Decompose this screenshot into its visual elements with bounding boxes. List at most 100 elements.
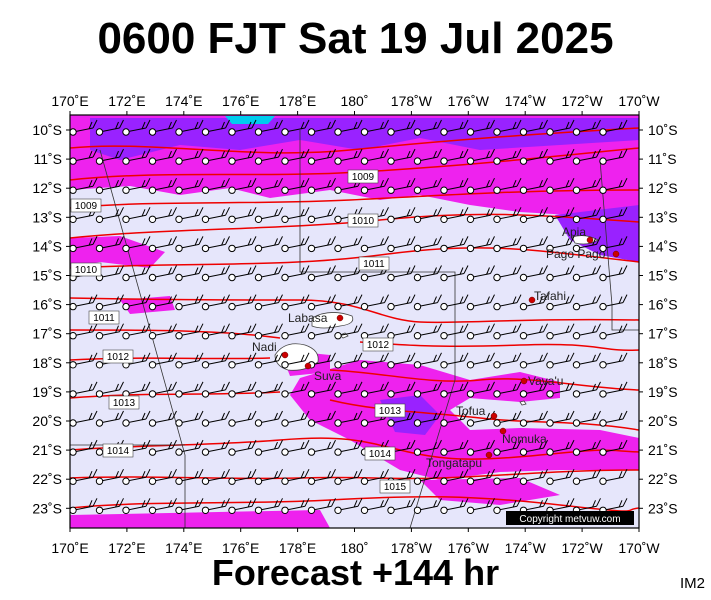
lat-label-right: 17˚S [648, 326, 678, 342]
wind-barb [201, 352, 230, 369]
wind-barb [122, 207, 151, 224]
lat-label-right: 16˚S [648, 297, 678, 313]
wind-barb [175, 119, 204, 136]
wind-barb [493, 468, 522, 485]
wind-barb [70, 236, 98, 253]
wind-barb [254, 207, 283, 224]
wind-barb [175, 323, 204, 340]
wind-barb [95, 468, 124, 485]
wind-barb [519, 119, 548, 136]
wind-barb [519, 207, 548, 224]
isobar-label-box [347, 213, 379, 228]
wind-barb [493, 207, 522, 224]
isobar-label-box [88, 310, 120, 325]
isobar-label-box [362, 337, 394, 352]
wind-barb [387, 381, 416, 398]
place-label: Nomuka [502, 432, 547, 446]
wind-barb [281, 498, 310, 514]
place-label: Apia [562, 225, 586, 239]
wind-barb [95, 381, 124, 398]
place-marker [485, 451, 493, 459]
wind-barb [122, 381, 151, 398]
wind-barb [546, 410, 575, 427]
wind-barb [281, 294, 310, 311]
wind-barb [70, 352, 98, 369]
lon-label-top: 176˚W [448, 93, 490, 109]
wind-barb [413, 119, 442, 136]
wind-barb [281, 177, 310, 194]
wind-barb [493, 294, 522, 311]
wind-barb [360, 352, 389, 369]
wind-barb [360, 148, 389, 165]
wind-barb [599, 148, 628, 165]
wind-barb [122, 265, 151, 282]
lon-label-bottom: 180˚ [340, 540, 368, 556]
isobar-label: 1014 [107, 446, 130, 457]
wind-barb [70, 177, 98, 194]
wind-barb [440, 294, 469, 311]
wind-barb [122, 468, 151, 485]
wind-barb [70, 148, 98, 165]
wind-barb [572, 265, 601, 282]
wind-barb [254, 294, 283, 311]
wind-barb [572, 207, 601, 224]
isobar-labels: 1009 1009 1010 1010 1011 1011 1012 1012 1013 1013… [70, 169, 411, 494]
isobar-line [70, 247, 639, 269]
wind-barb [254, 468, 283, 485]
wind-barb [440, 468, 469, 485]
wind-barb [201, 381, 230, 398]
place-labels: Apia Pago Pago Tafahi Labasa Nadi Suva Vava'u T… [252, 225, 620, 470]
wind-barb [440, 439, 469, 456]
lon-label-bottom: 176˚E [222, 540, 259, 556]
wind-barb [281, 323, 310, 340]
wind-barb [228, 148, 257, 165]
lat-label-left: 10˚S [32, 122, 62, 138]
wind-barb [360, 498, 389, 514]
wind-barb [466, 323, 495, 340]
wind-barb [413, 410, 442, 427]
wind-barb [281, 410, 310, 427]
place-label: Tongatapu [426, 456, 482, 470]
wind-barb [572, 294, 601, 311]
wind-barb [360, 177, 389, 194]
lat-label-left: 14˚S [32, 238, 62, 254]
wind-barb [228, 323, 257, 340]
wind-barb [175, 177, 204, 194]
wind-barb [122, 236, 151, 253]
copyright-text: Copyright metvuw.com [519, 514, 620, 525]
lat-label-left: 20˚S [32, 413, 62, 429]
isobar-line [70, 213, 639, 239]
wind-barb [546, 265, 575, 282]
wind-barb [201, 236, 230, 253]
wind-barb [572, 381, 601, 398]
wind-barb [201, 498, 230, 514]
wind-barb [413, 498, 442, 514]
wind-barb [228, 410, 257, 427]
isobar-label: 1011 [93, 313, 115, 324]
wind-barb [122, 119, 151, 136]
wind-barb [599, 410, 628, 427]
wind-barb [440, 381, 469, 398]
wind-barb [519, 294, 548, 311]
wind-barb [360, 119, 389, 136]
wind-barb [334, 439, 363, 456]
wind-barb [599, 119, 628, 136]
wind-barb [148, 148, 177, 165]
wind-barb [70, 410, 98, 427]
place-label: Pago Pago [546, 247, 606, 261]
wind-barb [148, 265, 177, 282]
place-label: Labasa [288, 311, 328, 325]
wind-barb [440, 207, 469, 224]
wind-barb [572, 439, 601, 456]
isobar-label: 1010 [75, 265, 98, 276]
wind-barb [546, 381, 575, 398]
wind-barb [122, 148, 151, 165]
wind-barb [546, 352, 575, 369]
wind-barb [148, 352, 177, 369]
wind-barb [148, 323, 177, 340]
wind-barb [228, 352, 257, 369]
lon-label-bottom: 170˚W [618, 540, 660, 556]
wind-barb [440, 148, 469, 165]
wind-barb [546, 207, 575, 224]
wind-barb [122, 177, 151, 194]
